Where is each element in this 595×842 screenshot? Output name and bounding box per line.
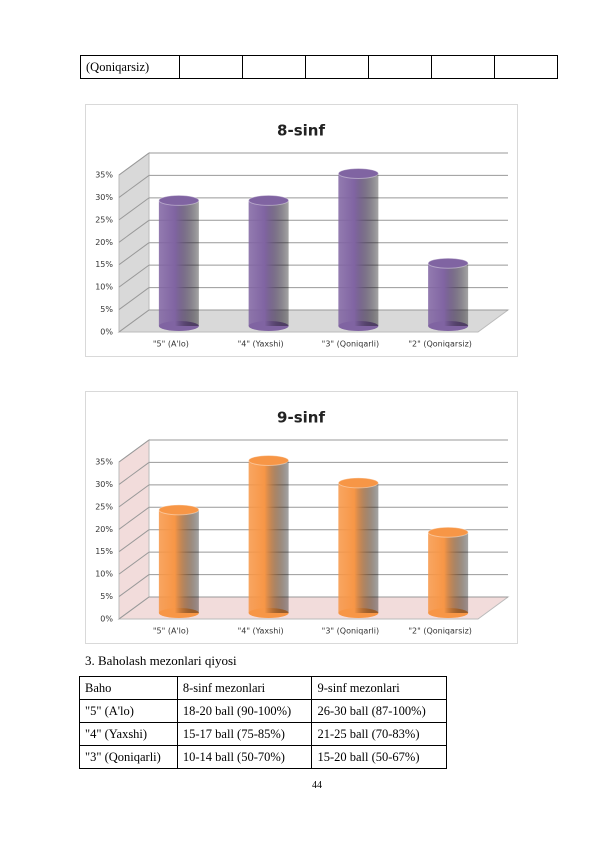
cell: 15-17 ball (75-85%) — [176, 722, 313, 746]
grid-line — [118, 551, 150, 575]
bar — [248, 200, 289, 326]
cell: 8-sinf mezonlari — [176, 676, 313, 700]
top-table: (Qoniqarsiz) — [80, 55, 558, 79]
grid-line — [118, 264, 150, 288]
x-tick-label: "2" (Qoniqarsiz) — [408, 340, 472, 349]
bar — [428, 263, 469, 326]
y-tick-label: 10% — [95, 283, 113, 292]
cell: (Qoniqarsiz) — [80, 55, 180, 79]
grid-line — [118, 152, 150, 176]
y-tick-label: 20% — [95, 238, 113, 247]
section-heading: 3. Baholash mezonlari qiyosi — [85, 653, 237, 668]
grid-line — [118, 462, 150, 485]
y-tick-label: 10% — [95, 570, 113, 579]
row: "4" (Yaxshi) 15-17 ball (75-85%) 21-25 bal… — [79, 722, 447, 746]
grid-line — [118, 596, 150, 620]
bar-top — [337, 477, 379, 489]
bar-top — [248, 454, 290, 466]
bar-top — [337, 167, 379, 179]
bar-top — [427, 526, 469, 538]
y-tick-label: 5% — [100, 592, 113, 601]
bar — [428, 532, 469, 613]
grid-line — [118, 574, 150, 597]
y-tick-label: 15% — [95, 547, 113, 556]
bar — [158, 509, 199, 613]
y-tick-label: 35% — [95, 171, 113, 180]
y-tick-label: 5% — [100, 305, 113, 314]
cell: "5" (A'lo) — [79, 699, 178, 723]
row: Baho 8-sinf mezonlari 9-sinf mezonlari — [79, 676, 447, 700]
grid-line — [118, 439, 150, 463]
cell: 18-20 ball (90-100%) — [176, 699, 313, 723]
x-tick-label: "5" (A'lo) — [153, 627, 189, 636]
cell: Baho — [79, 676, 178, 700]
x-tick-label: "3" (Qoniqarli) — [322, 627, 379, 636]
row: "3" (Qoniqarli) 10-14 ball (50-70%) 15-20 … — [79, 745, 447, 769]
y-tick-label: 35% — [95, 458, 113, 467]
bar — [338, 173, 379, 326]
y-tick-label: 0% — [100, 328, 113, 337]
x-tick-label: "4" (Yaxshi) — [238, 340, 284, 349]
chart: 9-sinf 0% 5% 10% 15% 20% 25% 30% 35% "5" (A'lo) "4… — [85, 391, 518, 644]
bar-top — [248, 194, 290, 206]
y-tick-label: 15% — [95, 260, 113, 269]
y-tick-label: 30% — [95, 193, 113, 202]
x-tick-label: "2" (Qoniqarsiz) — [408, 627, 472, 636]
side-wall — [118, 439, 150, 620]
grid-line — [118, 197, 150, 221]
bar-top — [158, 504, 200, 516]
grid-line — [118, 309, 150, 333]
bar-top — [427, 257, 469, 269]
y-tick-label: 20% — [95, 525, 113, 534]
bar — [248, 460, 289, 613]
grid-line — [118, 287, 150, 310]
grid-line — [118, 506, 150, 530]
row: "5" (A'lo) 18-20 ball (90-100%) 26-30 ball… — [79, 699, 447, 723]
x-tick-label: "4" (Yaxshi) — [238, 627, 284, 636]
chart-title: 9-sinf — [277, 409, 325, 427]
cell: "3" (Qoniqarli) — [79, 745, 178, 769]
y-tick-label: 0% — [100, 615, 113, 624]
y-tick-label: 25% — [95, 215, 113, 224]
cell: 15-20 ball (50-67%) — [311, 745, 447, 769]
x-tick-label: "5" (A'lo) — [153, 340, 189, 349]
page-number: 44 — [312, 780, 322, 791]
grid-line — [118, 242, 150, 266]
y-tick-label: 30% — [95, 480, 113, 489]
cell: 21-25 ball (70-83%) — [311, 722, 447, 746]
cell: 26-30 ball (87-100%) — [311, 699, 447, 723]
chart: 8-sinf 0% 5% 10% 15% 20% 25% 30% 35% "5" (A'lo) "4… — [85, 104, 518, 357]
y-tick-label: 25% — [95, 502, 113, 511]
cell: 10-14 ball (50-70%) — [176, 745, 313, 769]
bar — [338, 482, 379, 613]
chart-title: 8-sinf — [277, 122, 325, 140]
bar — [158, 200, 199, 326]
grid-line — [118, 484, 150, 508]
side-wall — [118, 152, 150, 333]
x-tick-label: "3" (Qoniqarli) — [322, 340, 379, 349]
bar-top — [158, 194, 200, 206]
cell: "4" (Yaxshi) — [79, 722, 178, 746]
grid-line — [118, 529, 150, 553]
cell: 9-sinf mezonlari — [311, 676, 447, 700]
criteria-table: Baho 8-sinf mezonlari 9-sinf mezonlari "5" … — [79, 676, 447, 769]
grid-line — [118, 219, 150, 243]
grid-line — [118, 175, 150, 198]
